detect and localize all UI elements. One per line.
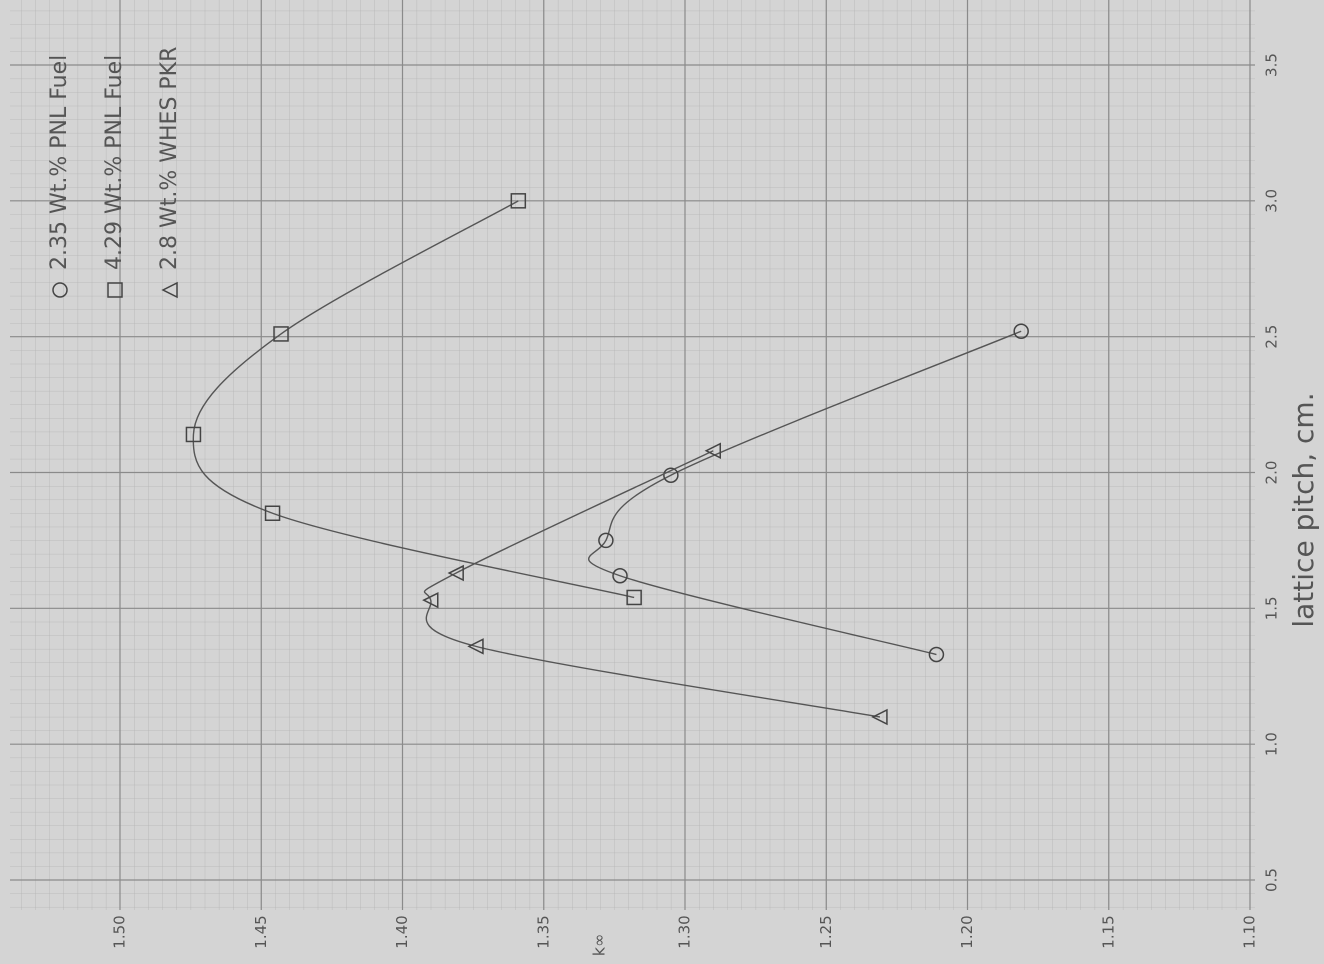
y-tick-label: 1.15 [1099,915,1117,948]
x-tick-label: 0.5 [1263,868,1281,892]
x-tick-label: 2.5 [1263,325,1281,349]
y-tick-label: 1.50 [111,915,129,948]
page: 1.50 1.45 1.40 1.35 1.30 1.25 1.20 1.15 1.10 0.5 1… [0,0,1324,964]
y-tick-label: 1.20 [958,915,976,948]
y-tick-label: 1.40 [393,915,411,948]
y-axis-label: k∞ [590,934,609,957]
x-axis-label: lattice pitch, cm. [1287,392,1320,627]
legend-label: 4.29 Wt.% PNL Fuel [102,55,127,270]
y-tick-label: 1.35 [534,915,552,948]
graph-paper [10,0,1255,910]
chart: 1.50 1.45 1.40 1.35 1.30 1.25 1.20 1.15 1.10 0.5 1… [0,0,1324,964]
y-tick-label: 1.45 [252,915,270,948]
legend-label: 2.8 Wt.% WHES PKR [157,47,182,270]
legend-label: 2.35 Wt.% PNL Fuel [47,55,72,270]
x-tick-label: 3.5 [1263,53,1281,77]
y-tick-label: 1.10 [1241,915,1259,948]
x-tick-label: 1.0 [1263,732,1281,756]
y-tick-label: 1.25 [817,915,835,948]
x-tick-label: 3.0 [1263,189,1281,213]
x-tick-label: 2.0 [1263,461,1281,485]
x-tick-label: 1.5 [1263,596,1281,620]
y-tick-label: 1.30 [676,915,694,948]
